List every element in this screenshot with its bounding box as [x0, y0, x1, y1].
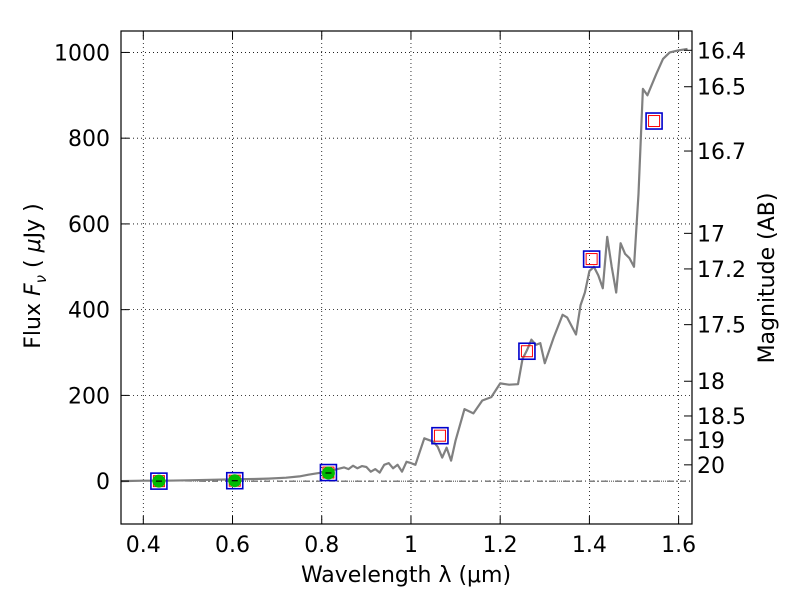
y-tick-label: 1000	[54, 41, 110, 66]
model-point-inner	[520, 345, 533, 358]
model-point-outer	[518, 342, 536, 361]
model-point-inner	[433, 429, 446, 442]
plot-frame	[120, 30, 693, 525]
y2-tick-label: 17.2	[697, 258, 746, 283]
y2-tick-label: 16.5	[697, 76, 746, 101]
x-tick-label: 0.8	[304, 533, 339, 558]
model-point-outer	[225, 471, 244, 490]
model-point-outer	[582, 250, 601, 268]
photometry-markers	[150, 112, 663, 490]
model-point-outer	[645, 112, 663, 130]
x-axis-label: Wavelength λ (μm)	[301, 563, 511, 588]
model-point-inner	[585, 253, 598, 266]
y-tick-label: 600	[68, 213, 110, 238]
model-point-inner	[648, 115, 661, 128]
flux-series-line	[120, 47, 688, 483]
y2-tick-label: 17.5	[697, 314, 746, 339]
y-axis-label: Flux Fν ( μJy )	[21, 203, 50, 348]
x-tick-label: 0.6	[215, 533, 250, 558]
y-tick-label: 200	[68, 384, 110, 409]
y2-tick-label: 19	[697, 429, 725, 454]
y2-tick-label: 18	[697, 370, 725, 395]
y-tick-label: 400	[68, 299, 110, 324]
x-tick-label: 1	[404, 533, 418, 558]
y2-tick-label: 16.4	[697, 39, 746, 64]
model-point-outer	[150, 472, 168, 490]
grid	[121, 31, 692, 524]
model-point-outer	[319, 463, 338, 482]
model-point-outer	[431, 426, 449, 445]
y2-tick-label: 16.7	[697, 140, 746, 165]
x-tick-label: 0.4	[126, 533, 161, 558]
x-tick-label: 1.6	[661, 533, 696, 558]
y2-axis-label: Magnitude (AB)	[755, 193, 780, 364]
x-tick-label: 1.2	[483, 533, 518, 558]
flux-curve	[120, 47, 688, 483]
y-tick-label: 800	[68, 127, 110, 152]
y2-tick-label: 17	[697, 222, 725, 247]
y2-tick-label: 18.5	[697, 405, 746, 430]
axis-ticks: 0.4 0.6 0.8 1 1.2 1.4 1.6 0 200 400 600 800 1000 16.4…	[54, 31, 746, 558]
y-tick-label: 0	[96, 470, 110, 495]
y2-tick-label: 20	[697, 454, 725, 479]
x-tick-label: 1.4	[572, 533, 607, 558]
